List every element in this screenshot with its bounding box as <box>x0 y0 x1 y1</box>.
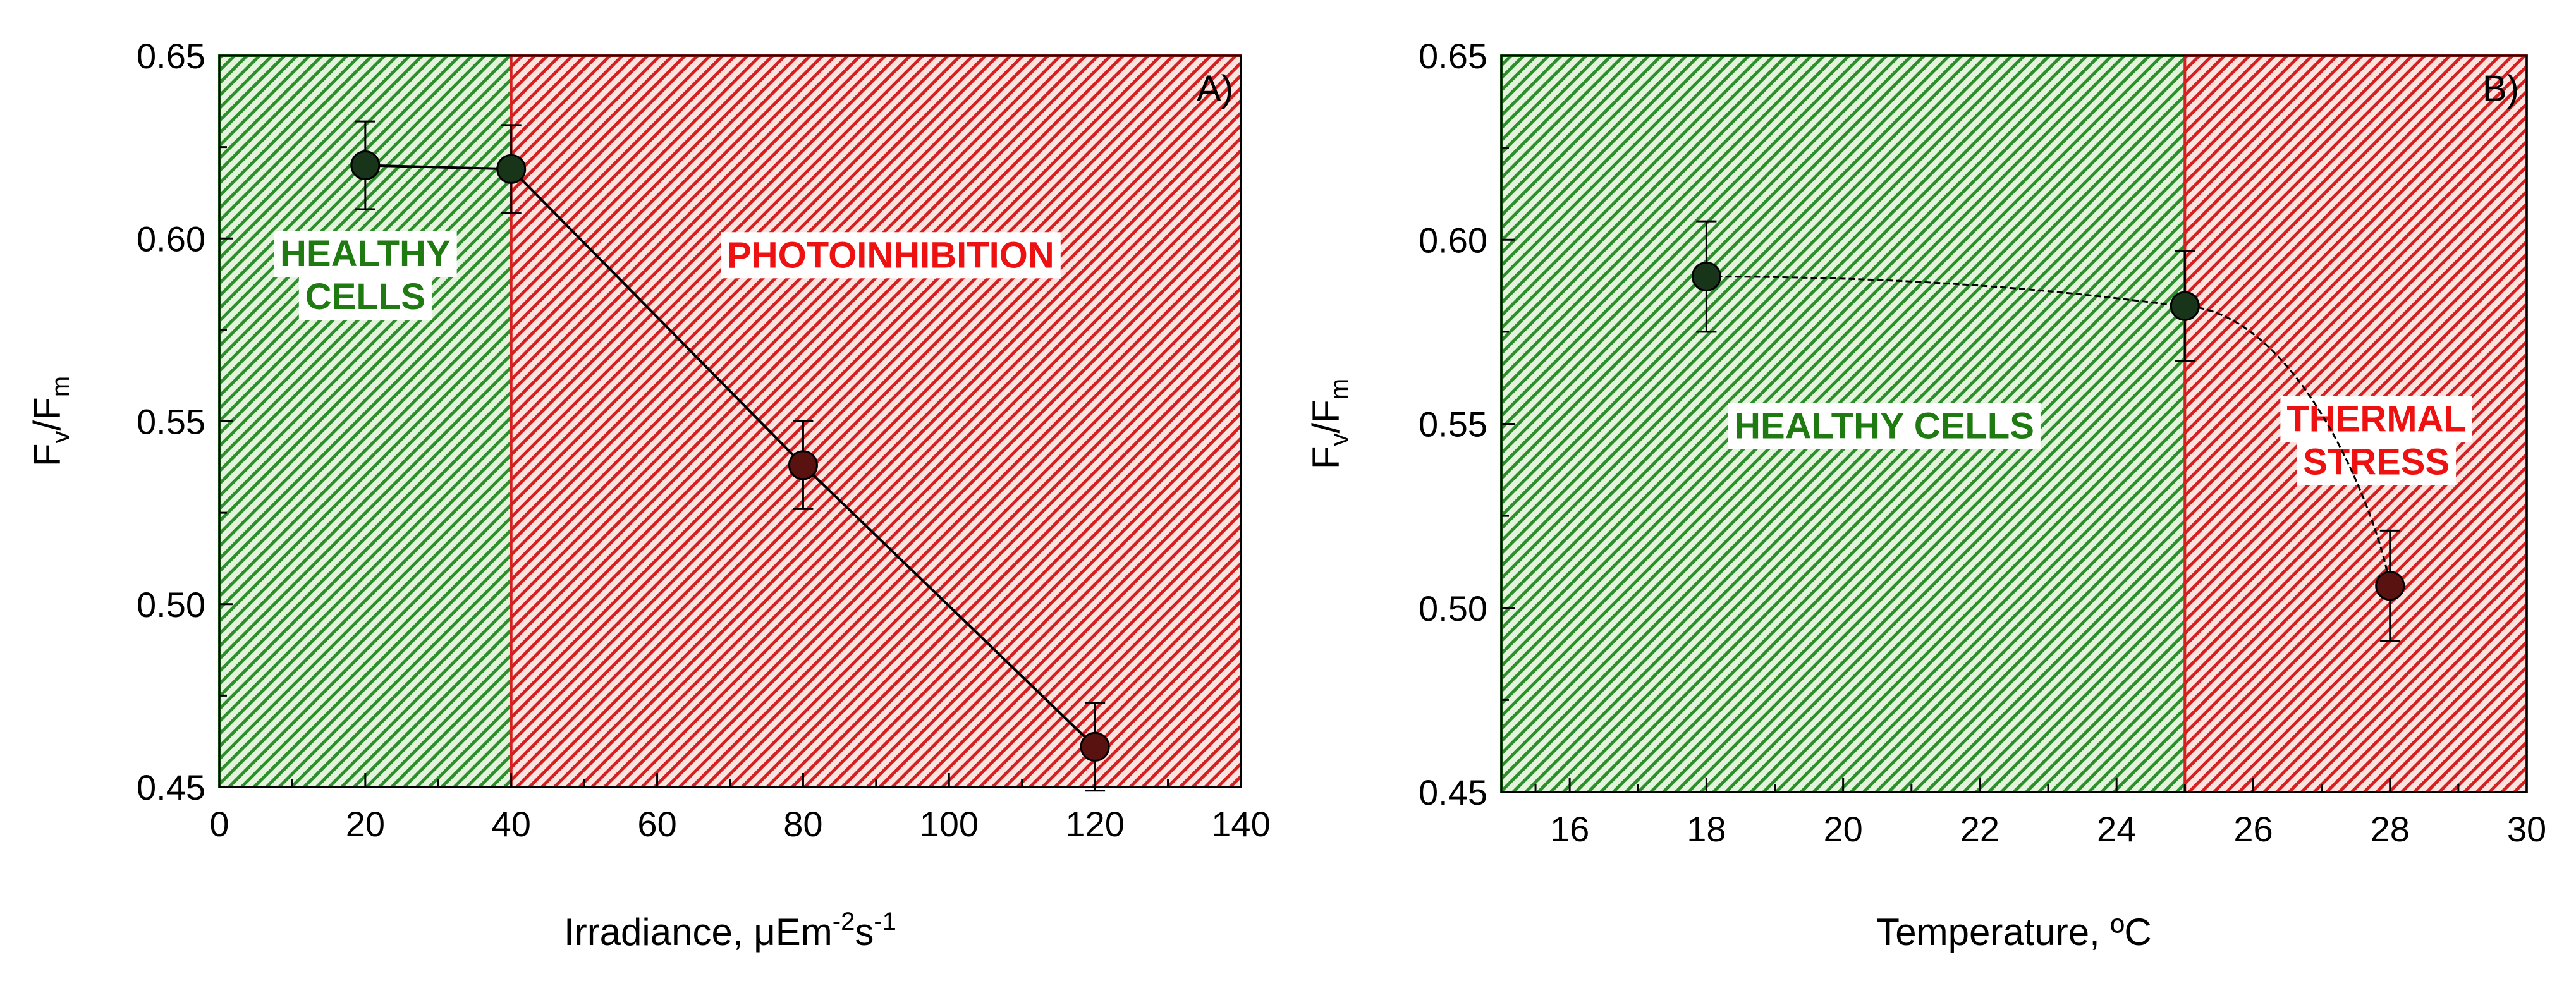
x-tick-label: 40 <box>492 804 531 844</box>
x-tick-label: 28 <box>2371 809 2410 849</box>
region-label-background <box>2297 439 2457 485</box>
series-layer-a <box>350 120 1110 792</box>
x-tick-label: 22 <box>1960 809 1999 849</box>
region-label-thermal-line-2: STRESS <box>2303 442 2450 483</box>
y-tick-label: 0.55 <box>1419 405 1487 444</box>
x-tick-label: 100 <box>920 804 979 844</box>
region-label-thermal-line-1: THERMAL <box>2286 399 2466 440</box>
region-label-healthy-line-2: CELLS <box>305 276 425 317</box>
y-axis-title-b: Fv/Fm <box>1305 379 1353 469</box>
region-label-background <box>721 232 1061 279</box>
data-point <box>2170 291 2200 321</box>
x-tick-label: 16 <box>1550 809 1589 849</box>
y-axis-title-a: Fv/Fm <box>26 376 75 467</box>
x-tick-label: 26 <box>2233 809 2273 849</box>
x-tick-label: 60 <box>637 804 676 844</box>
region-label-healthy-line-1: HEALTHY <box>280 233 451 274</box>
x-tick-label: 0 <box>209 804 229 844</box>
data-point <box>350 150 381 181</box>
region-labels-b: HEALTHY CELLS THERMAL STRESS <box>1728 396 2472 485</box>
x-tick-label: 18 <box>1687 809 1726 849</box>
data-point <box>1080 731 1110 762</box>
panel-label-a: A) <box>1197 68 1233 109</box>
chart-panel-b: 16 18 20 22 24 26 28 30 0.45 0.50 0.55 0… <box>1305 36 2546 953</box>
region-shading <box>511 56 1241 787</box>
data-point <box>1691 262 1721 291</box>
x-tick-label: 20 <box>346 804 385 844</box>
data-point <box>496 154 527 184</box>
y-tick-label: 0.65 <box>137 36 205 76</box>
x-tick-labels-a: 0 20 40 60 80 100 120 140 <box>209 804 1270 844</box>
y-tick-label: 0.55 <box>137 402 205 442</box>
y-tick-labels-a: 0.45 0.50 0.55 0.60 0.65 <box>137 36 205 807</box>
region-label-healthy-cells: HEALTHY CELLS <box>1734 405 2034 446</box>
y-tick-label: 0.50 <box>1419 589 1487 628</box>
y-tick-label: 0.60 <box>1419 220 1487 260</box>
region-labels-a: HEALTHY CELLS PHOTOINHIBITION <box>274 231 1061 320</box>
data-point <box>2375 571 2405 601</box>
x-tick-label: 80 <box>783 804 822 844</box>
y-tick-label: 0.50 <box>137 585 205 625</box>
y-tick-label: 0.60 <box>137 219 205 259</box>
y-tick-label: 0.45 <box>1419 772 1487 812</box>
x-tick-label: 140 <box>1211 804 1270 844</box>
chart-panel-a: 0 20 40 60 80 100 120 140 0.45 0.50 0.55… <box>26 36 1271 953</box>
x-tick-label: 30 <box>2507 809 2546 849</box>
x-tick-label: 20 <box>1824 809 1863 849</box>
x-tick-label: 120 <box>1065 804 1124 844</box>
series-line <box>365 164 1096 748</box>
region-label-background <box>274 231 457 277</box>
region-label-background <box>298 274 432 320</box>
data-point <box>788 450 818 480</box>
region-label-background <box>1728 403 2041 449</box>
plot-frame-a <box>218 54 1242 788</box>
x-tick-label: 24 <box>2097 809 2136 849</box>
plot-frame-b <box>1500 54 2528 793</box>
x-axis-title-b: Temperature, ºC <box>1876 911 2151 953</box>
y-tick-labels-b: 0.45 0.50 0.55 0.60 0.65 <box>1419 36 1487 812</box>
panel-label-b: B) <box>2482 68 2519 109</box>
series-layer-b <box>1691 220 2405 642</box>
y-tick-label: 0.65 <box>1419 36 1487 76</box>
region-label-photoinhibition: PHOTOINHIBITION <box>727 235 1054 276</box>
x-axis-title-a: Irradiance, μEm-2s-1 <box>564 908 896 953</box>
region-label-background <box>2280 396 2472 442</box>
y-tick-label: 0.45 <box>137 767 205 807</box>
x-tick-labels-b: 16 18 20 22 24 26 28 30 <box>1550 809 2546 849</box>
